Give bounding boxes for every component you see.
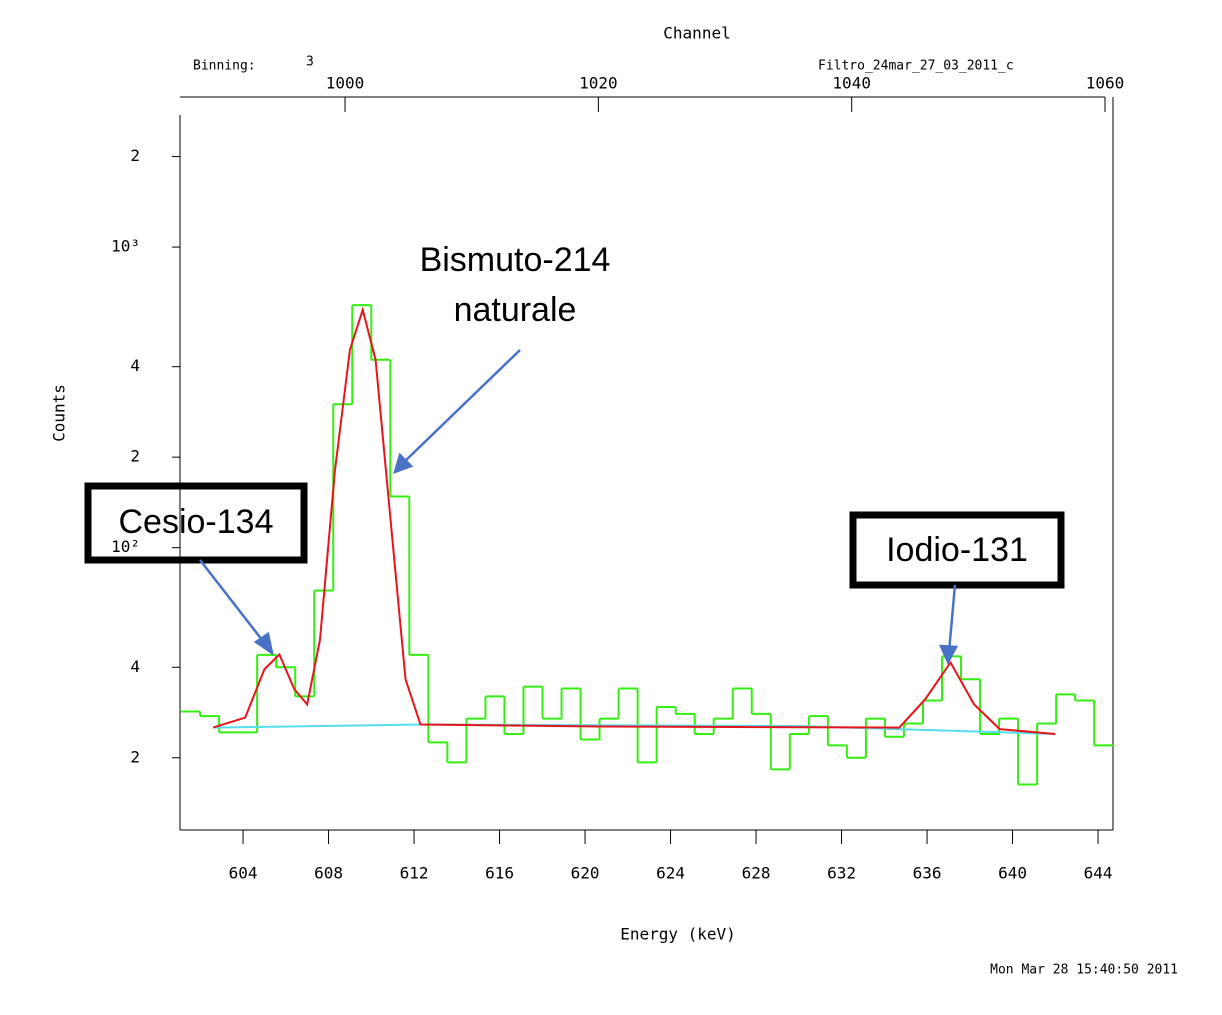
y-tick-label: 10³ [111, 237, 140, 256]
x-tick-label: 612 [400, 864, 429, 883]
x-tick-label: 624 [656, 864, 685, 883]
x2-tick-label: 1040 [832, 74, 871, 93]
plot [181, 304, 1114, 786]
x-axis-label: Energy (keV) [620, 925, 736, 944]
x-tick-label: 608 [314, 864, 343, 883]
note: Filtro_24mar_27_03_2011_c [818, 59, 1014, 74]
annotation: Cesio-134 [119, 503, 274, 541]
y-tick-label: 10² [111, 537, 140, 556]
arrow [401, 349, 521, 465]
y-tick-label: 2 [130, 146, 140, 165]
arrow [199, 559, 267, 646]
arrow-head [939, 644, 959, 665]
label-box [84, 482, 308, 564]
chart-title: Channel [663, 24, 730, 43]
line-series [213, 723, 1056, 735]
annotation: Bismuto-214 [420, 241, 611, 279]
x-tick-label: 640 [998, 864, 1027, 883]
y-axis-label: Counts [50, 384, 69, 442]
line-series [212, 306, 1056, 735]
y-tick-label: 4 [130, 356, 140, 375]
x-tick-label: 604 [229, 864, 258, 883]
note: 3 [306, 55, 314, 70]
x-tick-label: 628 [742, 864, 771, 883]
x2-tick-label: 1000 [326, 74, 365, 93]
annotations: Bismuto-214 naturale Cesio-134 Iodio-131 [84, 241, 1065, 665]
label-box [849, 511, 1065, 589]
annotation: naturale [454, 291, 577, 329]
y-tick-label: 2 [130, 747, 140, 766]
arrows [199, 349, 959, 665]
annotation: Iodio-131 [886, 531, 1028, 569]
x-tick-label: 644 [1084, 864, 1113, 883]
arrow-head [253, 631, 274, 656]
y-tick-label: 2 [130, 447, 140, 466]
timestamp: Mon Mar 28 15:40:50 2011 [990, 963, 1178, 978]
x-tick-label: 616 [485, 864, 514, 883]
x2-tick-label: 1060 [1086, 74, 1125, 93]
note: Binning: [193, 59, 256, 74]
y-tick-label: 4 [130, 657, 140, 676]
arrow-head [393, 452, 414, 475]
x-tick-label: 632 [827, 864, 856, 883]
arrow [947, 584, 957, 653]
x-tick-label: 636 [913, 864, 942, 883]
x-tick-label: 620 [571, 864, 600, 883]
x2-tick-label: 1020 [579, 74, 618, 93]
